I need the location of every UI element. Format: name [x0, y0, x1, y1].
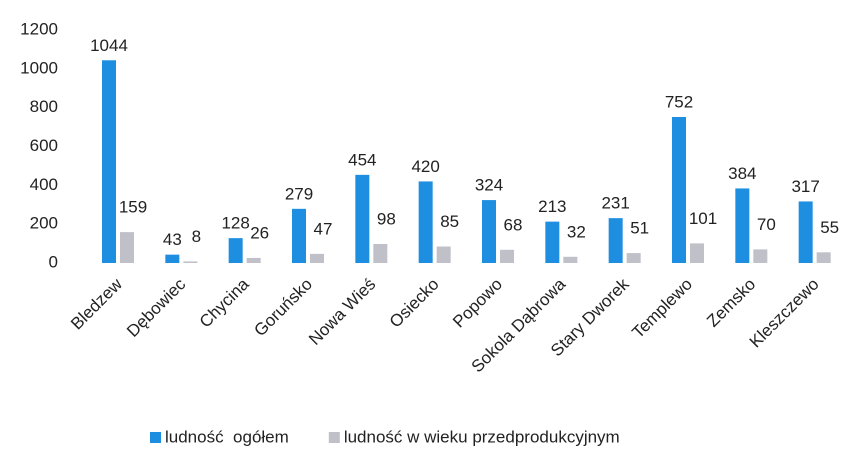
- data-label: 420: [411, 157, 439, 176]
- bar: [672, 116, 686, 263]
- bar: [690, 243, 704, 263]
- bar: [120, 232, 134, 263]
- data-label: 51: [630, 219, 649, 238]
- data-label: 384: [728, 164, 756, 183]
- legend-label: ludność ogółem: [165, 427, 289, 446]
- data-label: 231: [601, 194, 629, 213]
- data-label: 98: [377, 209, 396, 228]
- x-tick-label: Popowo: [449, 275, 506, 332]
- data-label: 317: [791, 177, 819, 196]
- bar: [798, 201, 813, 263]
- bar: [753, 249, 768, 263]
- x-tick-label: Osiecko: [386, 275, 443, 332]
- bar: [626, 253, 641, 263]
- bar: [102, 60, 116, 263]
- bar: [608, 218, 623, 263]
- bar: [183, 261, 198, 263]
- bar: [310, 253, 324, 263]
- data-label: 32: [567, 222, 586, 241]
- x-tick-label: Templewo: [628, 275, 696, 343]
- data-label: 85: [440, 212, 459, 231]
- bar: [735, 188, 750, 263]
- x-tick-label: Goruńsko: [250, 275, 316, 341]
- bar: [563, 256, 578, 263]
- legend-swatch: [328, 432, 340, 443]
- legend-label: ludność w wieku przedprodukcyjnym: [344, 427, 620, 446]
- data-label: 324: [475, 176, 503, 195]
- data-label: 8: [192, 227, 201, 246]
- bar: [482, 200, 496, 263]
- y-tick-label: 1000: [20, 58, 58, 77]
- y-tick-label: 0: [49, 252, 58, 271]
- x-tick-label: Zemsko: [703, 275, 759, 331]
- data-label: 47: [314, 219, 333, 238]
- data-label: 279: [285, 184, 313, 203]
- data-label: 1044: [90, 36, 128, 55]
- legend-swatch: [150, 432, 161, 443]
- bar: [165, 254, 180, 263]
- data-label: 752: [665, 92, 693, 111]
- data-label: 159: [119, 198, 147, 217]
- data-label: 128: [221, 214, 249, 233]
- bar: [418, 181, 433, 263]
- y-tick-label: 600: [30, 136, 58, 155]
- data-label: 213: [538, 197, 566, 216]
- data-label: 26: [250, 223, 269, 242]
- x-tick-label: Chycina: [196, 274, 253, 331]
- bar: [228, 238, 243, 263]
- y-tick-label: 400: [30, 175, 58, 194]
- bar: [292, 208, 306, 263]
- bar: [355, 174, 370, 263]
- data-label: 68: [504, 215, 523, 234]
- y-tick-label: 1200: [20, 19, 58, 38]
- data-label: 454: [348, 150, 376, 169]
- x-tick-label: Dębowiec: [123, 274, 190, 341]
- bar: [545, 221, 560, 263]
- data-label: 101: [689, 209, 717, 228]
- bar: [373, 243, 388, 263]
- x-tick-label: Bledzew: [67, 274, 126, 333]
- bar: [246, 257, 261, 263]
- data-label: 43: [163, 230, 182, 249]
- data-label: 70: [757, 215, 776, 234]
- data-label: 55: [820, 218, 839, 237]
- bar: [500, 249, 514, 263]
- bar: [816, 252, 831, 263]
- y-tick-label: 800: [30, 97, 58, 116]
- bar: [436, 246, 451, 263]
- x-tick-label: Nowa Wieś: [305, 275, 379, 349]
- y-tick-label: 200: [30, 214, 58, 233]
